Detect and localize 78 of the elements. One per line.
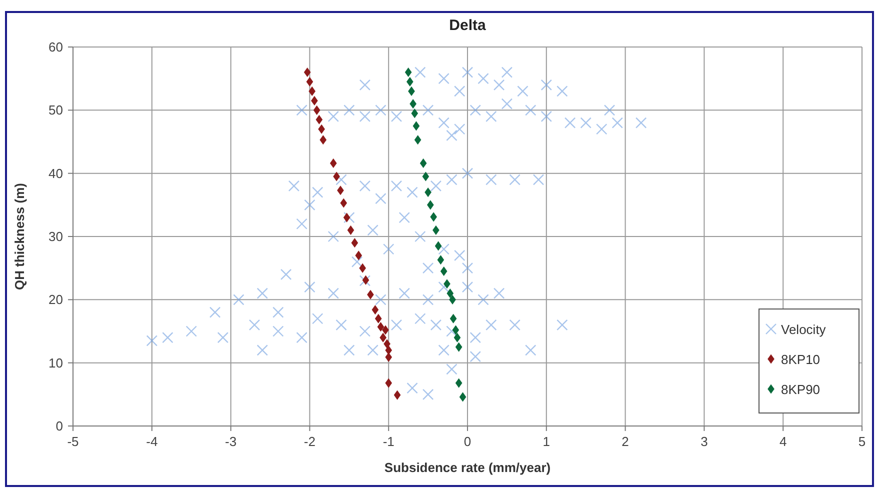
point [405,68,412,77]
point [394,390,401,400]
point [359,264,366,272]
point [362,276,369,284]
point [377,322,384,332]
point [432,226,440,234]
point [375,314,382,323]
point [367,290,374,299]
x-tick-label: 0 [464,434,472,449]
point [380,333,386,342]
point [385,378,392,388]
chart-title: Delta [449,17,486,34]
x-axis-title: Subsidence rate (mm/year) [384,460,551,475]
y-axis-title: QH thickness (m) [12,183,27,290]
point [351,238,358,248]
legend-label: Velocity [781,322,826,337]
point [314,106,320,114]
point [440,266,448,276]
point [444,280,450,288]
point [308,86,316,96]
point [412,122,420,130]
y-tick-label: 60 [48,40,63,54]
y-tick-label: 40 [48,166,63,181]
x-tick-label: -2 [304,434,316,449]
y-tick-label: 10 [48,355,63,370]
x-tick-label: 1 [542,434,550,449]
legend-label: 8KP90 [781,382,820,397]
x-tick-label: -1 [382,434,394,449]
point [435,242,442,250]
x-tick-label: -3 [225,434,237,449]
point [355,251,362,260]
point [384,340,390,348]
point [456,342,462,352]
point [430,212,437,222]
point [408,86,415,96]
point [454,333,460,342]
y-tick-label: 20 [48,292,63,308]
point [385,352,392,362]
point [406,77,414,86]
point [420,158,427,168]
point [437,256,444,264]
point [320,136,326,144]
point [306,77,313,86]
point [452,326,459,334]
point [304,68,311,77]
x-tick-label: 4 [779,434,787,449]
point [382,326,389,334]
legend-label: 8KP10 [781,352,820,367]
point [344,213,350,222]
point [372,306,378,314]
point [424,188,432,197]
point [414,136,422,144]
point [410,100,416,108]
y-tick-label: 30 [48,229,63,244]
x-tick-label: -4 [146,434,158,449]
point [333,172,340,181]
x-tick-label: 5 [858,434,866,449]
x-tick-label: 3 [700,434,708,449]
point [446,289,454,298]
x-tick-label: -5 [67,434,79,449]
point [318,124,325,134]
y-tick-label: 50 [48,102,63,118]
point [460,392,466,402]
y-tick-label: 0 [56,418,63,434]
point [340,198,347,208]
point [450,314,457,323]
point [316,115,322,124]
point [411,109,418,118]
point [427,200,434,210]
point [311,96,318,105]
point [422,172,429,181]
point [456,378,462,388]
x-tick-label: 2 [622,434,629,449]
point [337,186,344,195]
point [385,346,392,354]
point [347,226,354,234]
point [330,158,337,168]
point [449,295,456,304]
